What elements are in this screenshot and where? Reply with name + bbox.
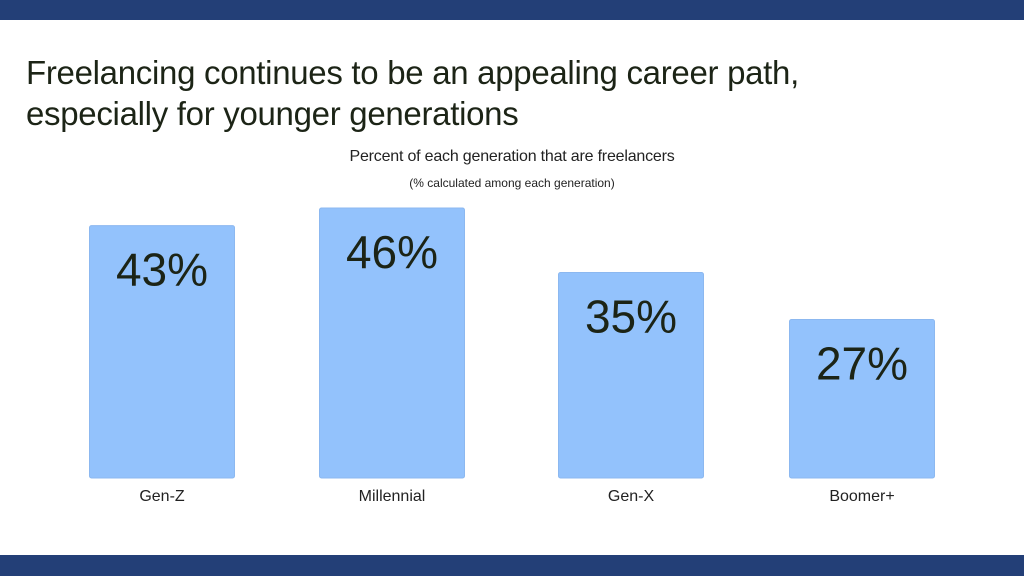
top-banner	[0, 0, 1024, 20]
bar-genz	[89, 225, 235, 479]
bar-millennial	[319, 207, 465, 479]
category-label: Gen-Z	[139, 488, 185, 505]
chart-subtitle: (% calculated among each generation)	[409, 176, 615, 190]
bottom-banner	[0, 555, 1024, 576]
category-label: Gen-X	[608, 488, 655, 505]
data-label: 35%	[585, 291, 677, 343]
data-label: 43%	[116, 244, 208, 296]
slide-title: Freelancing continues to be an appealing…	[26, 54, 799, 132]
category-label: Millennial	[359, 488, 426, 505]
bar-genx	[558, 272, 704, 479]
data-label: 46%	[346, 226, 438, 278]
chart-title: Percent of each generation that are free…	[349, 148, 675, 165]
bar-boomer	[789, 319, 935, 479]
category-label: Boomer+	[829, 488, 894, 505]
data-label: 27%	[816, 338, 908, 390]
